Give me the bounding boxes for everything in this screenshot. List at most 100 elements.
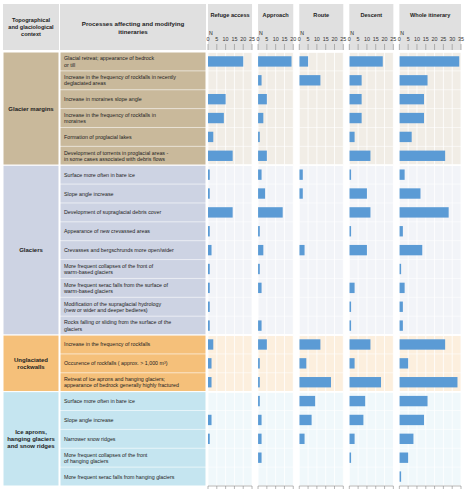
row-separator: [208, 70, 252, 71]
bar: [399, 377, 457, 387]
bar: [349, 226, 351, 236]
header-tick: [316, 44, 317, 50]
row-separator: [299, 278, 343, 279]
axis-label: N: [259, 30, 263, 36]
row-label-line: Development of torrents in proglacial ar…: [64, 150, 168, 156]
row-separator: [349, 127, 393, 128]
grid-line: [434, 52, 435, 486]
row-separator: [208, 127, 252, 128]
bar: [399, 283, 404, 293]
bar: [258, 320, 262, 330]
grid-line: [316, 52, 317, 486]
tick-mark: [416, 486, 417, 489]
header-tick: [293, 44, 294, 50]
bar: [349, 245, 367, 255]
tick-mark: [258, 486, 259, 489]
bar: [299, 264, 300, 274]
bar: [399, 396, 427, 406]
header-cell: [299, 4, 343, 50]
tick-label: 10: [223, 36, 229, 42]
row-label-line: Appearance of new crevassed areas: [64, 228, 150, 234]
bar: [208, 377, 212, 387]
grid-line: [243, 52, 244, 486]
header-cell: [258, 4, 293, 50]
bar: [208, 471, 209, 481]
bar: [208, 434, 210, 444]
row-separator: [208, 372, 252, 373]
row-separator: [299, 240, 343, 241]
grid-line: [452, 52, 453, 486]
row-separator: [60, 240, 206, 241]
row-separator: [349, 391, 393, 392]
bar: [299, 207, 300, 217]
row-separator: [258, 316, 293, 317]
axis-label: N: [400, 30, 404, 36]
bar: [208, 320, 210, 330]
row-label: Surface more often in bare ice: [64, 172, 135, 178]
tick-mark: [393, 486, 394, 489]
row-separator: [349, 221, 393, 222]
row-separator: [349, 278, 393, 279]
row-label-line: Increase in the frequency of rockfalls i…: [64, 74, 176, 80]
section-separator: [399, 391, 461, 393]
row-separator: [258, 429, 293, 430]
bar: [299, 453, 300, 463]
header-tick: [258, 44, 259, 50]
process-cell: [60, 52, 206, 165]
section-band: [399, 392, 461, 486]
bar: [399, 207, 448, 217]
panel-title: Approach: [263, 12, 290, 18]
row-separator: [349, 429, 393, 430]
tick-mark: [234, 486, 235, 489]
row-label-line: warm-based glaciers: [64, 269, 113, 275]
axis-label: N: [350, 30, 354, 36]
bar: [258, 56, 291, 66]
section-band: [299, 52, 343, 165]
bar: [208, 151, 233, 161]
header-tick: [343, 44, 344, 50]
row-separator: [349, 70, 393, 71]
grid-line: [325, 52, 326, 486]
section-band: [349, 52, 393, 165]
row-separator: [299, 486, 343, 487]
grid-line: [375, 52, 376, 486]
row-separator: [208, 467, 252, 468]
bar: [258, 245, 263, 255]
bars: [258, 56, 291, 463]
row-separator: [299, 391, 343, 392]
tick-label: 5: [407, 36, 410, 42]
row-separator: [258, 372, 293, 373]
tick-label: 25: [340, 36, 346, 42]
row-label-line: (new or wider and deeper bedieres): [64, 307, 148, 313]
row-separator: [299, 429, 343, 430]
bar: [208, 169, 210, 179]
row-separator: [299, 316, 343, 317]
row-separator: [258, 221, 293, 222]
bar: [208, 264, 210, 274]
row-separator: [258, 146, 293, 147]
row-separator: [349, 184, 393, 185]
row-separator: [60, 467, 206, 468]
row-separator: [208, 448, 252, 449]
row-separator: [208, 221, 252, 222]
row-separator: [399, 240, 461, 241]
bar: [349, 415, 363, 425]
tick-mark: [284, 486, 285, 489]
bar: [258, 188, 265, 198]
row-separator: [208, 486, 252, 487]
tick-label: 10: [414, 36, 420, 42]
tick-label: 5: [265, 36, 268, 42]
bar: [299, 226, 300, 236]
row-label: Glacial retreat; appearance of bedrockor…: [64, 55, 154, 67]
tick-label: 0: [298, 36, 301, 42]
axis-line: [349, 486, 393, 487]
section-band: [399, 165, 461, 335]
axis-label: N: [209, 30, 213, 36]
row-separator: [399, 316, 461, 317]
section-separator: [258, 391, 293, 393]
section-label-line: Ice aprons,: [15, 429, 47, 435]
bar: [349, 94, 361, 104]
row-separator: [258, 335, 293, 336]
bar: [258, 396, 260, 406]
row-separator: [258, 353, 293, 354]
